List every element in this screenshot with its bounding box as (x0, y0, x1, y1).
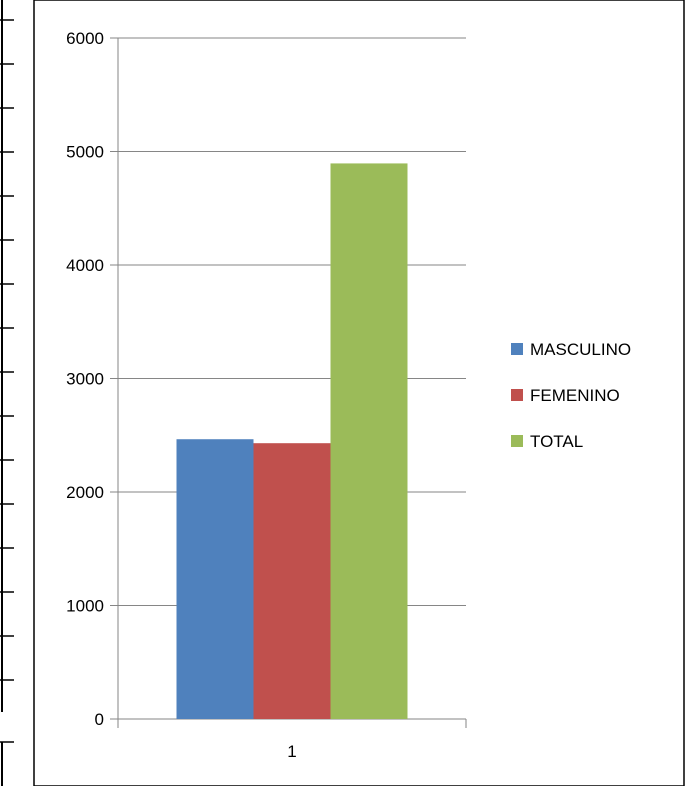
legend-label: FEMENINO (530, 386, 620, 405)
x-axis: 1 (117, 718, 467, 761)
bar-total (330, 163, 408, 720)
legend-label: TOTAL (530, 432, 583, 451)
left-edge-decoration (0, 0, 14, 786)
y-tick-label: 1000 (66, 597, 104, 616)
y-tick-label: 6000 (66, 29, 104, 48)
y-tick-label: 3000 (66, 370, 104, 389)
y-tick-label: 0 (95, 710, 104, 729)
legend-swatch (511, 389, 523, 401)
legend-swatch (511, 435, 523, 447)
x-tick-label: 1 (287, 742, 296, 761)
bar-femenino (253, 443, 331, 719)
legend-swatch (511, 343, 523, 355)
y-tick-label: 4000 (66, 256, 104, 275)
y-tick-label: 2000 (66, 483, 104, 502)
legend: MASCULINO FEMENINO TOTAL (511, 340, 631, 451)
chart-area-border (33, 0, 685, 786)
legend-label: MASCULINO (530, 340, 631, 359)
bar-masculino (176, 439, 254, 719)
y-tick-label: 5000 (66, 143, 104, 162)
y-axis: 0 1000 2000 3000 4000 5000 6000 (66, 29, 119, 729)
bars (176, 163, 408, 720)
